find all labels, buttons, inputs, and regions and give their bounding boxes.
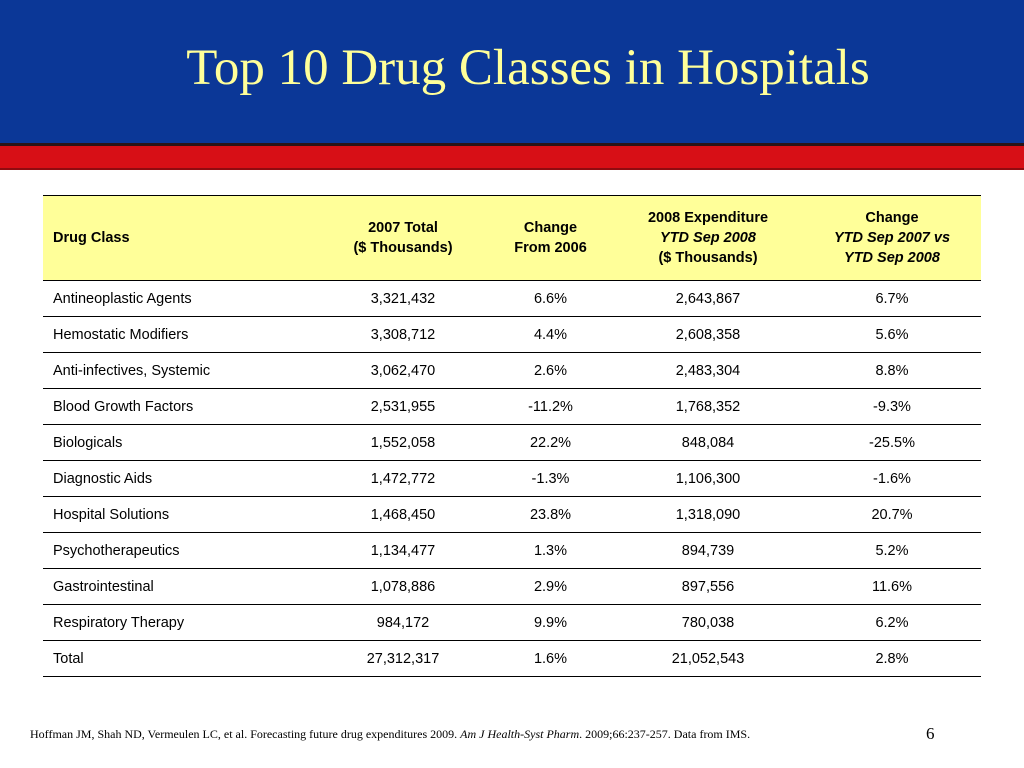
drug-classes-table: Drug Class 2007 Total ($ Thousands) Chan… xyxy=(43,195,981,677)
header-change-2006-line2: From 2006 xyxy=(514,240,587,256)
table-row: Anti-infectives, Systemic 3,062,470 2.6%… xyxy=(43,352,981,389)
table-row: Blood Growth Factors 2,531,955 -11.2% 1,… xyxy=(43,388,981,425)
cell-2008-expenditure: 21,052,543 xyxy=(671,650,745,667)
cell-change-2006: -1.3% xyxy=(488,460,613,497)
table-row: Antineoplastic Agents 3,321,432 6.6% 2,6… xyxy=(43,280,981,317)
cell-2008-expenditure: 848,084 xyxy=(613,424,803,461)
cell-change-ytd: 6.2% xyxy=(803,604,981,641)
cell-2007-total: 1,472,772 xyxy=(318,460,488,497)
cell-change-2006: 2.6% xyxy=(488,352,613,389)
cell-2008-expenditure: 2,483,304 xyxy=(613,352,803,389)
cell-2007-total: 984,172 xyxy=(318,604,488,641)
cell-change-ytd: -9.3% xyxy=(803,388,981,425)
table-header-row: Drug Class 2007 Total ($ Thousands) Chan… xyxy=(43,195,981,281)
table-row: Respiratory Therapy 984,172 9.9% 780,038… xyxy=(43,604,981,641)
table-row: Hospital Solutions 1,468,450 23.8% 1,318… xyxy=(43,496,981,533)
cell-change-ytd: 2.8% xyxy=(875,650,909,667)
cell-drug-class: Gastrointestinal xyxy=(43,568,318,605)
cell-2007-total: 3,321,432 xyxy=(318,280,488,317)
header-2007-total-line2: ($ Thousands) xyxy=(353,240,453,256)
table-row: Psychotherapeutics 1,134,477 1.3% 894,73… xyxy=(43,532,981,569)
header-change-ytd: Change YTD Sep 2007 vs YTD Sep 2008 xyxy=(803,195,981,281)
cell-2007-total: 1,078,886 xyxy=(318,568,488,605)
header-2007-total-line1: 2007 Total xyxy=(368,219,438,236)
cell-drug-class: Antineoplastic Agents xyxy=(43,280,318,317)
header-2008-expenditure-line2: YTD Sep 2008 xyxy=(660,229,756,246)
cell-change-ytd: -25.5% xyxy=(803,424,981,461)
cell-2007-total: 3,062,470 xyxy=(318,352,488,389)
cell-change-2006: 6.6% xyxy=(488,280,613,317)
cell-drug-class: Blood Growth Factors xyxy=(43,388,318,425)
divider-dark-stripe xyxy=(0,143,1024,146)
header-change-ytd-line2: YTD Sep 2007 vs xyxy=(833,229,951,246)
table-row-total: Total 27,312,317 1.6% 21,052,543 2.8% xyxy=(43,641,981,677)
citation-authors: Hoffman JM, Shah ND, Vermeulen LC, et al… xyxy=(30,727,461,741)
header-change-2006-line1: Change xyxy=(523,219,578,236)
cell-2008-expenditure: 1,768,352 xyxy=(613,388,803,425)
cell-drug-class: Psychotherapeutics xyxy=(43,532,318,569)
cell-change-2006: 23.8% xyxy=(488,496,613,533)
cell-2007-total: 1,468,450 xyxy=(318,496,488,533)
cell-2007-total: 1,134,477 xyxy=(318,532,488,569)
cell-change-ytd: 5.2% xyxy=(803,532,981,569)
cell-2007-total: 27,312,317 xyxy=(366,650,440,667)
cell-drug-class: Respiratory Therapy xyxy=(43,604,318,641)
cell-change-2006: -11.2% xyxy=(488,388,613,425)
cell-drug-class: Total xyxy=(53,650,84,667)
cell-change-2006: 1.6% xyxy=(533,650,568,667)
cell-2007-total: 3,308,712 xyxy=(318,316,488,353)
title-band xyxy=(0,0,1024,145)
table-row: Diagnostic Aids 1,472,772 -1.3% 1,106,30… xyxy=(43,460,981,497)
slide-title: Top 10 Drug Classes in Hospitals xyxy=(186,40,870,96)
page-number: 6 xyxy=(926,724,935,743)
cell-2007-total: 1,552,058 xyxy=(318,424,488,461)
header-change-ytd-line1: Change xyxy=(865,209,919,226)
header-2008-expenditure-line1: 2008 Expenditure xyxy=(647,209,769,226)
cell-2008-expenditure: 1,106,300 xyxy=(613,460,803,497)
cell-drug-class: Hemostatic Modifiers xyxy=(43,316,318,353)
cell-change-2006: 4.4% xyxy=(488,316,613,353)
cell-change-2006: 2.9% xyxy=(488,568,613,605)
cell-change-ytd: -1.6% xyxy=(803,460,981,497)
cell-2008-expenditure: 780,038 xyxy=(613,604,803,641)
header-2007-total: 2007 Total ($ Thousands) xyxy=(318,195,488,281)
cell-drug-class: Hospital Solutions xyxy=(43,496,318,533)
cell-2008-expenditure: 894,739 xyxy=(613,532,803,569)
table-row: Biologicals 1,552,058 22.2% 848,084 -25.… xyxy=(43,424,981,461)
cell-change-ytd: 6.7% xyxy=(803,280,981,317)
cell-2008-expenditure: 2,608,358 xyxy=(613,316,803,353)
cell-change-2006: 1.3% xyxy=(488,532,613,569)
divider-red-stripe xyxy=(0,146,1024,170)
table-row: Hemostatic Modifiers 3,308,712 4.4% 2,60… xyxy=(43,316,981,353)
citation-details: . 2009;66:237-257. Data from IMS. xyxy=(579,727,751,741)
cell-2008-expenditure: 1,318,090 xyxy=(613,496,803,533)
header-drug-class: Drug Class xyxy=(43,195,318,281)
header-change-ytd-line3: YTD Sep 2008 xyxy=(844,250,940,267)
cell-2007-total: 2,531,955 xyxy=(318,388,488,425)
cell-drug-class: Biologicals xyxy=(43,424,318,461)
cell-change-2006: 22.2% xyxy=(488,424,613,461)
citation-footnote: Hoffman JM, Shah ND, Vermeulen LC, et al… xyxy=(30,727,750,742)
citation-journal: Am J Health-Syst Pharm xyxy=(460,727,580,741)
cell-change-ytd: 5.6% xyxy=(803,316,981,353)
cell-2008-expenditure: 897,556 xyxy=(613,568,803,605)
cell-drug-class: Diagnostic Aids xyxy=(43,460,318,497)
cell-2008-expenditure: 2,643,867 xyxy=(613,280,803,317)
cell-change-2006: 9.9% xyxy=(488,604,613,641)
table-row: Gastrointestinal 1,078,886 2.9% 897,556 … xyxy=(43,568,981,605)
cell-change-ytd: 11.6% xyxy=(803,568,981,605)
cell-change-ytd: 20.7% xyxy=(803,496,981,533)
header-change-2006: Change From 2006 xyxy=(488,195,613,281)
cell-change-ytd: 8.8% xyxy=(803,352,981,389)
header-2008-expenditure-line3: ($ Thousands) xyxy=(658,250,758,267)
cell-drug-class: Anti-infectives, Systemic xyxy=(43,352,318,389)
header-2008-expenditure: 2008 Expenditure YTD Sep 2008 ($ Thousan… xyxy=(613,195,803,281)
